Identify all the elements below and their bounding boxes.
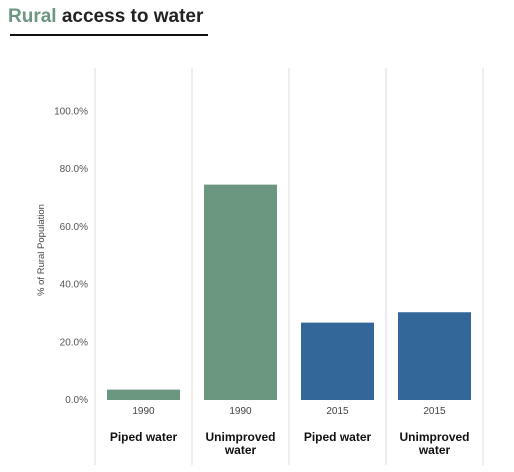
bar	[398, 312, 471, 400]
x-year-label: 1990	[132, 406, 155, 417]
title-underline	[10, 34, 208, 36]
x-category-label: Piped water	[304, 430, 372, 444]
y-tick-label: 80.0%	[60, 164, 88, 175]
y-tick-label: 20.0%	[60, 337, 88, 348]
x-category-label: Unimproved	[399, 430, 469, 444]
x-category-label: Piped water	[110, 430, 178, 444]
y-axis-label: % of Rural Population	[36, 204, 47, 296]
bar	[301, 322, 374, 400]
x-category-label: Unimproved	[205, 430, 275, 444]
bar	[204, 184, 277, 400]
bar	[107, 389, 180, 400]
x-year-label: 2015	[423, 406, 446, 417]
y-tick-label: 40.0%	[60, 280, 88, 291]
x-category-label: water	[224, 443, 257, 457]
y-tick-label: 0.0%	[65, 395, 88, 406]
y-tick-label: 60.0%	[60, 222, 88, 233]
chart-title-accent: Rural	[8, 6, 57, 27]
y-tick-label: 100.0%	[54, 106, 88, 117]
chart-title-rest: access to water	[56, 6, 204, 27]
x-year-label: 1990	[229, 406, 252, 417]
x-category-label: water	[418, 443, 451, 457]
x-year-label: 2015	[326, 406, 349, 417]
chart-title: Rural access to water	[8, 6, 203, 28]
